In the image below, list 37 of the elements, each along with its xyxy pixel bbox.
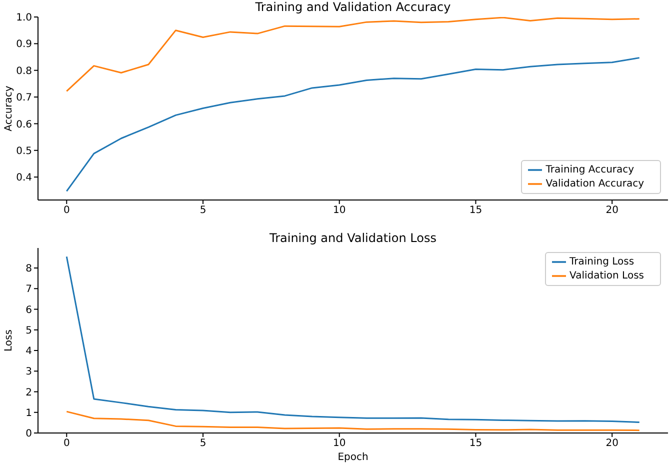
- x-tick-label: 5: [200, 438, 206, 450]
- legend-label: Training Accuracy: [546, 164, 634, 176]
- y-tick-label: 0.5: [16, 146, 32, 157]
- y-tick-label: 1: [26, 408, 32, 419]
- legend-label: Training Loss: [570, 256, 634, 268]
- x-tick-label: 15: [469, 438, 482, 450]
- x-tick-label: 20: [606, 438, 618, 450]
- x-tick-label: 0: [63, 205, 70, 216]
- x-tick-label: 20: [606, 205, 618, 216]
- legend-label: Validation Accuracy: [546, 178, 644, 190]
- x-tick-label: 15: [469, 205, 482, 216]
- y-tick-label: 5: [26, 325, 32, 336]
- y-tick-label: 0.8: [16, 66, 32, 77]
- y-tick-label: 0.7: [16, 92, 32, 104]
- chart-title: Training and Validation Loss: [268, 231, 438, 245]
- x-axis-title: Epoch: [338, 452, 368, 463]
- y-axis-title: Accuracy: [4, 86, 15, 132]
- x-tick-label: 10: [332, 438, 346, 450]
- y-axis-title: Loss: [4, 330, 15, 352]
- y-tick-label: 2: [26, 387, 32, 398]
- y-tick-label: 1.0: [16, 12, 32, 24]
- y-tick-label: 3: [26, 366, 32, 378]
- x-tick-label: 5: [200, 205, 206, 216]
- line-series: [66, 17, 640, 92]
- x-tick-label: 0: [63, 438, 70, 450]
- line-series: [66, 410, 640, 432]
- x-tick-label: 10: [332, 205, 346, 216]
- chart-title: Training and Validation Accuracy: [254, 0, 452, 14]
- legend-label: Validation Loss: [570, 270, 644, 282]
- y-tick-label: 0.9: [16, 39, 32, 50]
- y-tick-label: 4: [26, 346, 32, 358]
- y-tick-label: 0.6: [16, 119, 32, 130]
- y-tick-label: 6: [26, 304, 32, 316]
- y-tick-label: 0: [26, 428, 32, 440]
- y-tick-label: 8: [26, 264, 32, 275]
- y-tick-label: 7: [26, 284, 32, 296]
- y-tick-label: 0.4: [16, 172, 32, 184]
